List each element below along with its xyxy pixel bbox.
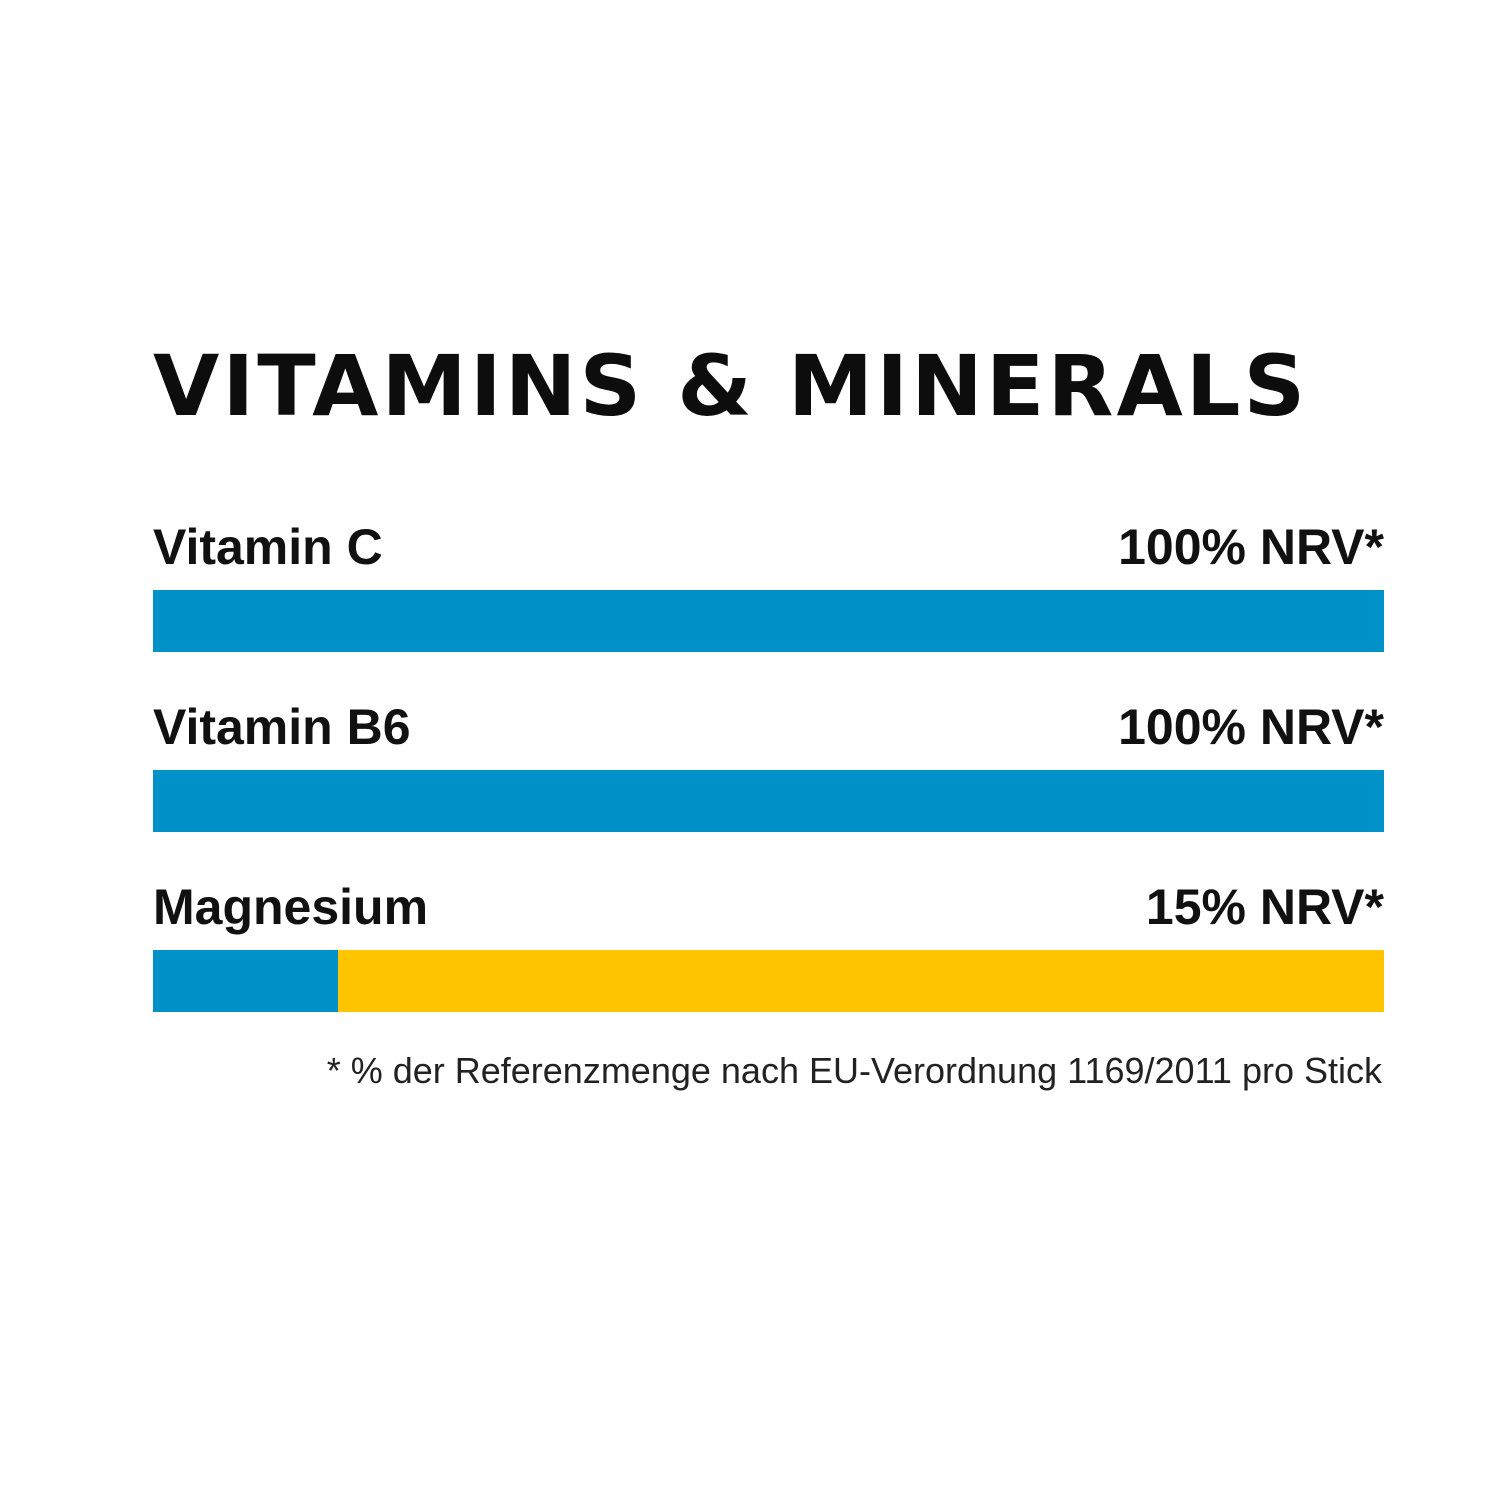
chart-title: VITAMINS & MINERALS bbox=[153, 337, 1309, 435]
row-value-label: 100% NRV* bbox=[1118, 699, 1384, 755]
nutrient-panel: VITAMINS & MINERALS Vitamin C 100% NRV* Vi… bbox=[153, 0, 1384, 1500]
bar-fill bbox=[153, 950, 338, 1012]
bar-fill bbox=[153, 590, 1384, 652]
bar-track bbox=[153, 770, 1384, 832]
row-label: Vitamin C bbox=[153, 519, 383, 575]
footnote: * % der Referenzmenge nach EU-Verordnung… bbox=[326, 1050, 1382, 1091]
bar-fill bbox=[153, 770, 1384, 832]
bar-track bbox=[153, 950, 1384, 1012]
bar-remainder bbox=[338, 950, 1384, 1012]
row-label: Vitamin B6 bbox=[153, 699, 411, 755]
bar-track bbox=[153, 590, 1384, 652]
row-value-label: 15% NRV* bbox=[1145, 879, 1384, 935]
row-value-label: 100% NRV* bbox=[1118, 519, 1384, 575]
row-label: Magnesium bbox=[153, 879, 429, 935]
